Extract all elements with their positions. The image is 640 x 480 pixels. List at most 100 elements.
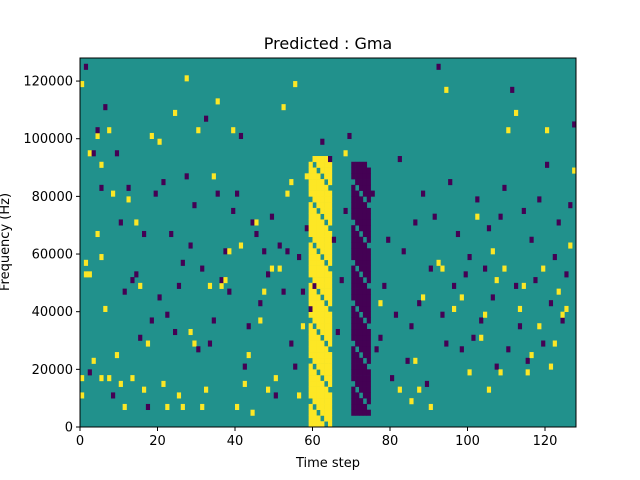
heatmap-cell	[359, 288, 364, 295]
heatmap-cell	[324, 311, 329, 318]
heatmap-cell	[355, 328, 360, 336]
heatmap-cell	[339, 277, 344, 284]
heatmap-cell	[207, 340, 213, 347]
heatmap-cell	[328, 288, 333, 295]
heatmap-cell	[312, 207, 317, 214]
heatmap-cell	[308, 403, 313, 411]
heatmap-cell	[362, 184, 368, 191]
heatmap-cell	[362, 230, 368, 238]
heatmap-cell	[122, 288, 127, 295]
heatmap-cell	[502, 184, 507, 191]
heatmap-cell	[359, 184, 364, 191]
heatmap-cell	[355, 167, 360, 174]
heatmap-cell	[316, 340, 321, 347]
heatmap-cell	[366, 236, 371, 243]
heatmap-cell	[328, 156, 333, 163]
y-axis: 0 20000 40000 60000 80000 100000 120000	[23, 75, 80, 436]
heatmap-cell	[316, 415, 321, 422]
heatmap-cell	[308, 173, 313, 180]
heatmap-cell	[312, 305, 317, 312]
heatmap-cell	[258, 300, 263, 307]
heatmap-cell	[355, 403, 360, 411]
heatmap-cell	[308, 288, 313, 295]
heatmap-cell	[308, 323, 313, 330]
heatmap-cell	[351, 196, 356, 203]
heatmap-cell	[362, 179, 368, 186]
heatmap-cell	[359, 334, 364, 341]
heatmap-cell	[359, 202, 364, 209]
heatmap-cell	[312, 375, 317, 382]
heatmap-cell	[351, 242, 356, 249]
heatmap-cell	[351, 334, 356, 341]
heatmap-cell	[483, 311, 488, 318]
heatmap-cell	[188, 242, 193, 249]
heatmap-cell	[359, 305, 364, 312]
heatmap-cell	[328, 375, 333, 382]
heatmap-cell	[320, 156, 325, 163]
heatmap-cell	[99, 161, 104, 168]
heatmap-cell	[262, 248, 267, 255]
heatmap-cell	[328, 230, 333, 238]
heatmap-cell	[502, 265, 507, 272]
heatmap-cell	[312, 184, 317, 191]
heatmap-cell	[324, 230, 329, 238]
heatmap-cell	[366, 207, 371, 214]
heatmap-cell	[366, 167, 371, 174]
heatmap-cell	[436, 63, 441, 70]
heatmap-cell	[359, 386, 364, 393]
heatmap-cell	[312, 248, 317, 255]
heatmap-cell	[366, 294, 371, 301]
heatmap-cell	[316, 271, 321, 278]
heatmap-cell	[355, 219, 360, 226]
heatmap-cell	[316, 363, 321, 370]
heatmap-cell	[328, 421, 333, 428]
heatmap-cell	[359, 213, 364, 220]
heatmap-cell	[366, 392, 371, 399]
heatmap-cell	[351, 392, 356, 399]
heatmap-cell	[351, 294, 356, 301]
heatmap-cell	[362, 294, 368, 301]
heatmap-cell	[560, 317, 565, 324]
heatmap-cell	[207, 282, 213, 289]
heatmap-cell	[324, 323, 329, 330]
heatmap-cell	[176, 392, 182, 399]
heatmap-cell	[246, 352, 251, 359]
heatmap-cell	[362, 340, 368, 347]
heatmap-cell	[459, 294, 464, 301]
heatmap-cell	[351, 282, 356, 289]
heatmap-cell	[355, 380, 360, 387]
heatmap-cell	[308, 415, 313, 422]
heatmap-cell	[157, 294, 162, 301]
heatmap-cell	[359, 346, 364, 353]
heatmap-cell	[142, 386, 147, 393]
heatmap-cell	[312, 392, 317, 399]
heatmap-cell	[486, 386, 492, 393]
heatmap-cell	[95, 127, 100, 134]
heatmap-cell	[320, 340, 325, 347]
heatmap-cell	[351, 311, 356, 318]
heatmap-cell	[126, 184, 131, 191]
heatmap-cell	[351, 277, 356, 284]
heatmap-cell	[366, 317, 371, 324]
heatmap-cell	[320, 248, 325, 255]
heatmap-cell	[525, 357, 530, 364]
heatmap-cell	[351, 346, 356, 353]
heatmap-cell	[320, 207, 325, 214]
heatmap-cell	[324, 288, 329, 295]
heatmap-cell	[366, 398, 371, 405]
heatmap-cell	[324, 392, 329, 399]
heatmap-cell	[362, 190, 368, 197]
heatmap-cell	[320, 190, 325, 197]
heatmap-cell	[320, 219, 325, 226]
heatmap-cell	[366, 254, 371, 261]
heatmap-cell	[316, 305, 321, 312]
heatmap-cell	[351, 190, 356, 197]
heatmap-cell	[359, 300, 364, 307]
heatmap-cell	[413, 219, 418, 226]
heatmap-cell	[118, 380, 123, 387]
heatmap-cell	[289, 179, 294, 186]
heatmap-cell	[312, 421, 317, 428]
heatmap-cell	[366, 305, 371, 312]
heatmap-cell	[362, 288, 368, 295]
heatmap-cell	[273, 392, 278, 399]
